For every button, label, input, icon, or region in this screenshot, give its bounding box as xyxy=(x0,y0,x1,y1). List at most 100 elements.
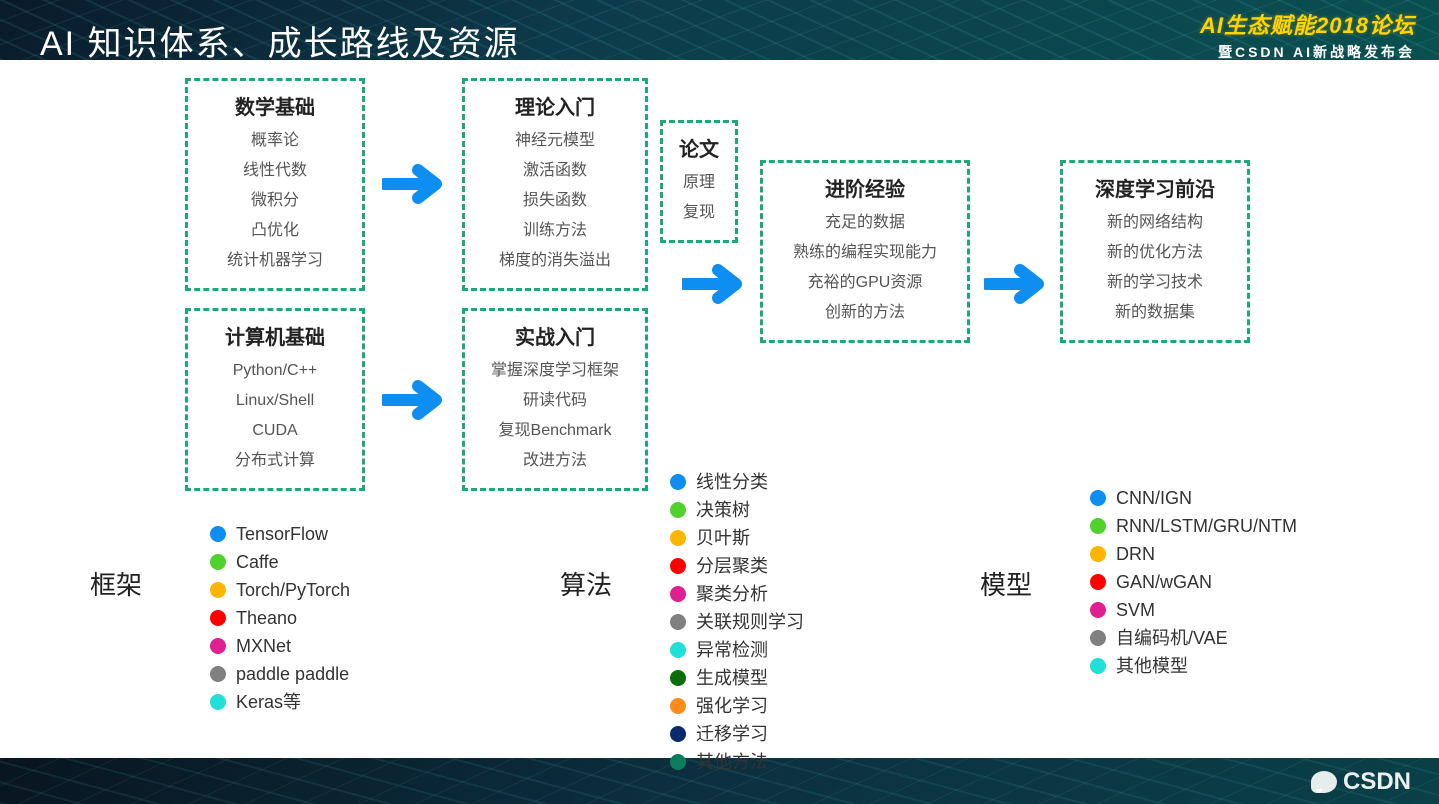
box-math: 数学基础概率论线性代数微积分凸优化统计机器学习 xyxy=(185,78,365,291)
legend-item-label: DRN xyxy=(1116,540,1155,568)
box-advance-item: 熟练的编程实现能力 xyxy=(779,238,951,268)
box-theory-item: 神经元模型 xyxy=(481,126,629,156)
legend-dot-icon xyxy=(1090,602,1106,618)
legend-dot-icon xyxy=(670,670,686,686)
legend-item: Caffe xyxy=(210,548,350,576)
legend-dot-icon xyxy=(210,610,226,626)
content-area: 数学基础概率论线性代数微积分凸优化统计机器学习计算机基础Python/C++Li… xyxy=(0,60,1439,758)
legend-dot-icon xyxy=(210,638,226,654)
legend-dot-icon xyxy=(670,558,686,574)
box-cs: 计算机基础Python/C++Linux/ShellCUDA分布式计算 xyxy=(185,308,365,491)
legend-dot-icon xyxy=(1090,546,1106,562)
legend-item: SVM xyxy=(1090,596,1297,624)
legend-item: paddle paddle xyxy=(210,660,350,688)
legend-dot-icon xyxy=(670,726,686,742)
box-frontier: 深度学习前沿新的网络结构新的优化方法新的学习技术新的数据集 xyxy=(1060,160,1250,343)
event-title-line1: AI生态赋能2018论坛 xyxy=(1200,8,1415,40)
legend-item: Theano xyxy=(210,604,350,632)
box-paper-title: 论文 xyxy=(679,133,719,162)
box-frontier-item: 新的优化方法 xyxy=(1079,238,1231,268)
legend-item-label: 迁移学习 xyxy=(696,720,768,748)
legend-item-label: 其他方法 xyxy=(696,748,768,776)
legend-dot-icon xyxy=(1090,574,1106,590)
box-cs-item: Python/C++ xyxy=(204,356,346,386)
legend-item: DRN xyxy=(1090,540,1297,568)
legend-item: 异常检测 xyxy=(670,636,804,664)
legend-item-label: 自编码机/VAE xyxy=(1116,624,1228,652)
legend-dot-icon xyxy=(1090,490,1106,506)
legend-dot-icon xyxy=(1090,630,1106,646)
box-cs-title: 计算机基础 xyxy=(204,321,346,350)
legend-dot-icon xyxy=(670,698,686,714)
box-math-item: 凸优化 xyxy=(204,216,346,246)
legend-item: TensorFlow xyxy=(210,520,350,548)
box-practice-item: 掌握深度学习框架 xyxy=(481,356,629,386)
arrow-icon xyxy=(682,264,742,304)
box-theory-item: 梯度的消失溢出 xyxy=(481,246,629,276)
box-frontier-title: 深度学习前沿 xyxy=(1079,173,1231,202)
box-frontier-item: 新的数据集 xyxy=(1079,298,1231,328)
legend-item-label: 决策树 xyxy=(696,496,750,524)
legend-item: 聚类分析 xyxy=(670,580,804,608)
legend-item-label: 关联规则学习 xyxy=(696,608,804,636)
legend-item-label: GAN/wGAN xyxy=(1116,568,1212,596)
legend-frameworks-title: 框架 xyxy=(90,565,142,602)
legend-item-label: Theano xyxy=(236,604,297,632)
legend-dot-icon xyxy=(1090,658,1106,674)
legend-item: 自编码机/VAE xyxy=(1090,624,1297,652)
box-math-item: 线性代数 xyxy=(204,156,346,186)
watermark: CSDN xyxy=(1311,768,1411,796)
box-practice-title: 实战入门 xyxy=(481,321,629,350)
legend-item: 强化学习 xyxy=(670,692,804,720)
arrow-icon xyxy=(984,264,1044,304)
legend-dot-icon xyxy=(670,614,686,630)
legend-item: GAN/wGAN xyxy=(1090,568,1297,596)
box-paper-item: 复现 xyxy=(679,198,719,228)
legend-item: 贝叶斯 xyxy=(670,524,804,552)
legend-dot-icon xyxy=(670,502,686,518)
legend-item: CNN/IGN xyxy=(1090,484,1297,512)
box-frontier-item: 新的网络结构 xyxy=(1079,208,1231,238)
legend-item: 迁移学习 xyxy=(670,720,804,748)
legend-dot-icon xyxy=(210,554,226,570)
legend-dot-icon xyxy=(210,666,226,682)
legend-item: Keras等 xyxy=(210,688,350,716)
arrow-icon xyxy=(382,164,442,204)
legend-item-label: CNN/IGN xyxy=(1116,484,1192,512)
legend-item-label: 生成模型 xyxy=(696,664,768,692)
arrow-icon xyxy=(382,380,442,420)
event-title-line2: 暨CSDN AI新战略发布会 xyxy=(1200,42,1415,62)
legend-dot-icon xyxy=(1090,518,1106,534)
box-cs-item: CUDA xyxy=(204,416,346,446)
legend-dot-icon xyxy=(210,582,226,598)
box-math-item: 统计机器学习 xyxy=(204,246,346,276)
legend-dot-icon xyxy=(670,586,686,602)
legend-item: 其他模型 xyxy=(1090,652,1297,680)
box-advance-item: 充足的数据 xyxy=(779,208,951,238)
legend-algorithms-list: 线性分类决策树贝叶斯分层聚类聚类分析关联规则学习异常检测生成模型强化学习迁移学习… xyxy=(670,468,804,776)
legend-item-label: 其他模型 xyxy=(1116,652,1188,680)
box-frontier-item: 新的学习技术 xyxy=(1079,268,1231,298)
legend-item: 决策树 xyxy=(670,496,804,524)
legend-item-label: TensorFlow xyxy=(236,520,328,548)
box-practice-item: 研读代码 xyxy=(481,386,629,416)
legend-item-label: Keras等 xyxy=(236,688,301,716)
box-practice: 实战入门掌握深度学习框架研读代码复现Benchmark改进方法 xyxy=(462,308,648,491)
box-advance-item: 创新的方法 xyxy=(779,298,951,328)
box-theory-title: 理论入门 xyxy=(481,91,629,120)
box-paper-item: 原理 xyxy=(679,168,719,198)
legend-models-title: 模型 xyxy=(980,565,1032,602)
legend-dot-icon xyxy=(670,530,686,546)
legend-item-label: paddle paddle xyxy=(236,660,349,688)
legend-dot-icon xyxy=(670,754,686,770)
legend-item-label: Caffe xyxy=(236,548,279,576)
page-title: AI 知识体系、成长路线及资源 xyxy=(40,16,520,65)
box-practice-item: 改进方法 xyxy=(481,446,629,476)
legend-item-label: 贝叶斯 xyxy=(696,524,750,552)
legend-item: RNN/LSTM/GRU/NTM xyxy=(1090,512,1297,540)
box-math-item: 概率论 xyxy=(204,126,346,156)
legend-item-label: 异常检测 xyxy=(696,636,768,664)
legend-models-list: CNN/IGNRNN/LSTM/GRU/NTMDRNGAN/wGANSVM自编码… xyxy=(1090,484,1297,680)
legend-item-label: SVM xyxy=(1116,596,1155,624)
box-math-item: 微积分 xyxy=(204,186,346,216)
